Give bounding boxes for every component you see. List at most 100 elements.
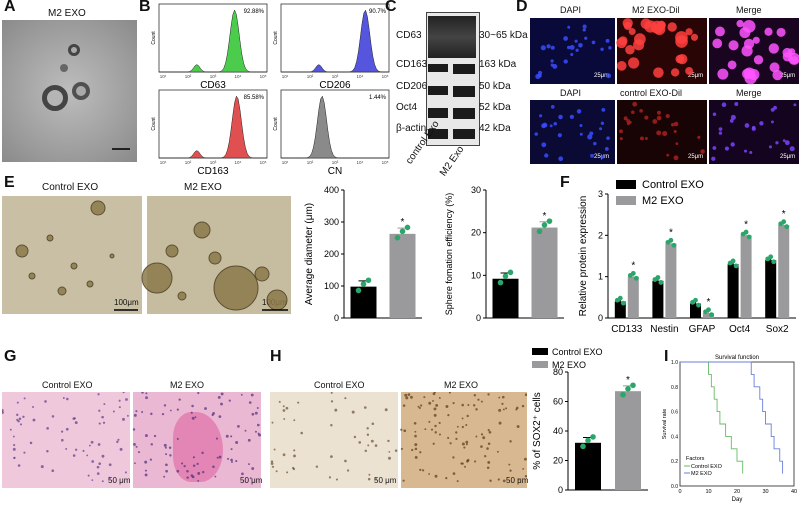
data-point (655, 275, 661, 280)
h-image-control (270, 392, 398, 488)
data-point (630, 382, 636, 389)
data-point (746, 234, 752, 240)
x-tick-label: 10 (705, 489, 711, 495)
y-axis-label: Sphere fomation efficiency (%) (444, 193, 454, 315)
h-title-control: Control EXO (314, 380, 365, 390)
h-scale-control: 50 μm (374, 476, 397, 485)
bar-nestin-0 (652, 280, 664, 318)
g-scale-m2: 50 μm (240, 476, 263, 485)
histogram-cd163: 85.58% CD163 Count 10¹ 10² 10³ 10⁴ 10⁵ (151, 89, 268, 174)
y-axis-label: % of SOX2⁺ cells (532, 392, 543, 470)
histogram-ylabel: Count (151, 117, 157, 131)
histogram-xtick: 10⁴ (357, 160, 364, 165)
h-scale-m2: 50 μm (506, 476, 529, 485)
d-bot-dil-title: control EXO-Dil (620, 88, 683, 98)
histogram-ylabel: Count (273, 31, 279, 45)
histogram-xtick: 10³ (210, 74, 217, 79)
data-point (625, 386, 631, 392)
significance-mark: * (401, 217, 405, 228)
legend-swatch (616, 196, 636, 205)
g-image-control (2, 392, 130, 488)
histogram-xtick: 10³ (332, 74, 339, 79)
y-tick-label: 2 (598, 230, 603, 240)
d-top-dil-title: M2 EXO-Dil (632, 5, 680, 15)
histogram-label: CD163 (197, 166, 229, 174)
y-tick-label: 10 (471, 270, 481, 280)
data-point (590, 434, 596, 440)
bar-1 (615, 391, 641, 490)
y-tick-label: 30 (471, 185, 481, 195)
data-point (743, 229, 749, 235)
bar-oct4-0 (727, 264, 739, 318)
flow-histograms: 92.88% CD63 Count 10¹ 10² 10³ 10⁴ 10⁵ 90.7% CD206… (151, 3, 390, 174)
y-tick-label: 0 (334, 313, 339, 323)
chart-f: 0 1 2 3 Relative protein expression Control E… (578, 179, 796, 335)
d-top-merge-title: Merge (736, 5, 762, 15)
data-point (541, 222, 548, 228)
y-tick-label: 1 (598, 272, 603, 282)
y-tick-label: 0 (598, 313, 603, 323)
significance-mark: * (782, 209, 786, 220)
data-point (536, 228, 543, 235)
wb-lane-m2: M2 Exo (438, 144, 467, 179)
data-point (580, 443, 586, 450)
bar-1 (389, 233, 416, 318)
g-title-control: Control EXO (42, 380, 93, 390)
e-title-m2: M2 EXO (184, 182, 222, 193)
panel-h-label: H (270, 348, 282, 365)
bar-0 (575, 442, 601, 490)
x-tick-label: 30 (762, 489, 768, 495)
legend-label: M2 EXO (642, 195, 684, 207)
data-point (781, 219, 787, 225)
y-tick-label: 20 (471, 228, 481, 238)
histogram-xtick: 10² (185, 160, 192, 165)
survival-line-1 (680, 361, 784, 474)
wb-label-cd163: CD163 (396, 59, 428, 70)
y-tick-label: 1.0 (671, 360, 678, 366)
chart-h: 0 20 40 60 80 % of SOX2⁺ cells * Control EXO M2 … (532, 347, 648, 495)
data-point (706, 307, 711, 313)
bar-1 (531, 227, 558, 318)
histogram-cd63: 92.88% CD63 Count 10¹ 10² 10³ 10⁴ 10⁵ (151, 3, 268, 91)
histogram-cd206: 90.7% CD206 Count 10¹ 10² 10³ 10⁴ 10⁵ (273, 3, 390, 91)
panel-f-label: F (560, 174, 570, 191)
bar-sox2-1 (778, 225, 790, 318)
g-image-m2 (133, 392, 261, 488)
g-title-m2: M2 EXO (170, 380, 205, 390)
legend-swatch (532, 361, 548, 368)
bar-oct4-1 (740, 235, 752, 318)
y-tick-label: 3 (598, 189, 603, 199)
histogram-xtick: 10¹ (282, 74, 289, 79)
data-point (671, 242, 677, 248)
gh-dots-overlay (2, 392, 527, 483)
bar-nestin-1 (665, 243, 677, 318)
bar-cd133-1 (627, 276, 639, 318)
significance-mark: * (744, 219, 748, 230)
histogram-xtick: 10³ (332, 160, 339, 165)
legend-label: Control EXO (642, 179, 704, 191)
g-scale-control: 50 μm (108, 476, 131, 485)
y-axis-label: Survival rate (662, 409, 668, 440)
panel-g-label: G (4, 348, 17, 365)
histogram-xtick: 10² (185, 74, 192, 79)
data-point (546, 218, 553, 224)
wb-kda-bactin: 42 kDa (479, 123, 511, 134)
data-point (658, 280, 664, 285)
data-point (730, 258, 736, 264)
data-point (399, 228, 406, 235)
histogram-label: CD63 (200, 80, 226, 91)
wb-kda-cd206: 50 kDa (479, 81, 511, 92)
western-blot (398, 12, 503, 146)
tem-image (2, 20, 137, 162)
data-point (668, 237, 674, 243)
histogram-cn: 1.44% CN Count 10¹ 10² 10³ 10⁴ 10⁵ (273, 89, 390, 174)
histogram-percent: 92.88% (244, 9, 265, 15)
y-axis-label: Relative protein expression (578, 196, 589, 317)
wb-label-bactin: β-actin (396, 123, 427, 134)
bar-0 (350, 286, 377, 318)
chart-i: Survival function 0 10 20 30 40 0.0 0.2 0.4 0.6 0.… (662, 355, 797, 503)
bar-gfap-0 (690, 303, 701, 318)
panel-e-label: E (4, 174, 15, 191)
y-tick-label: 60 (553, 397, 563, 407)
data-point (768, 254, 774, 260)
